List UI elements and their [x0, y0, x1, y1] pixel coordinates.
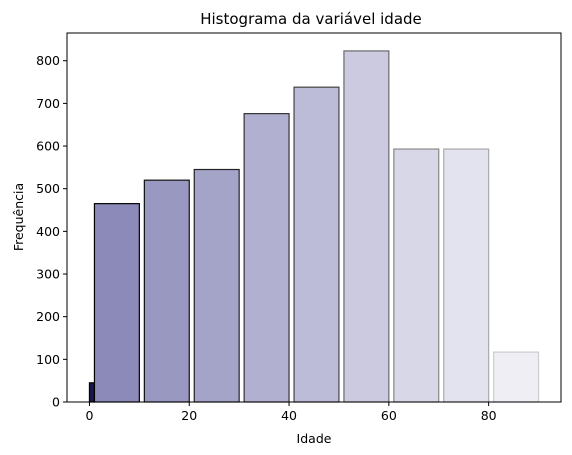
bars-group: [88, 50, 540, 403]
x-tick-label: 20: [181, 408, 197, 423]
x-tick-label: 80: [481, 408, 497, 423]
y-axis-label: Frequência: [11, 183, 26, 251]
x-tick-label: 40: [281, 408, 297, 423]
histogram-bar-3: [193, 168, 240, 403]
histogram-bar-8: [443, 148, 490, 403]
chart-title: Histograma da variável idade: [200, 10, 422, 28]
histogram-bar-0: [88, 382, 96, 403]
histogram-bar-9: [493, 351, 540, 403]
y-tick-label: 600: [36, 139, 60, 154]
x-axis-label: Idade: [297, 431, 332, 446]
histogram-bar-7: [393, 148, 440, 403]
histogram-bar-2: [143, 179, 190, 403]
histogram-bar-1: [93, 203, 140, 403]
y-tick-label: 400: [36, 224, 60, 239]
y-tick-label: 300: [36, 267, 60, 282]
histogram-bar-5: [293, 86, 340, 403]
y-axis-ticks: 0 100 200 300 400 500 600 700 800: [36, 53, 67, 410]
histogram-bar-4: [243, 113, 290, 403]
x-axis-ticks: 0 20 40 60 80: [85, 402, 497, 423]
y-tick-label: 100: [36, 352, 60, 367]
plot-frame: [66, 32, 562, 403]
y-tick-label: 200: [36, 309, 60, 324]
y-tick-label: 700: [36, 96, 60, 111]
y-tick-label: 500: [36, 181, 60, 196]
x-tick-label: 0: [85, 408, 93, 423]
x-tick-label: 60: [381, 408, 397, 423]
y-tick-label: 800: [36, 53, 60, 68]
histogram-bar-6: [343, 50, 390, 403]
y-tick-label: 0: [52, 395, 60, 410]
